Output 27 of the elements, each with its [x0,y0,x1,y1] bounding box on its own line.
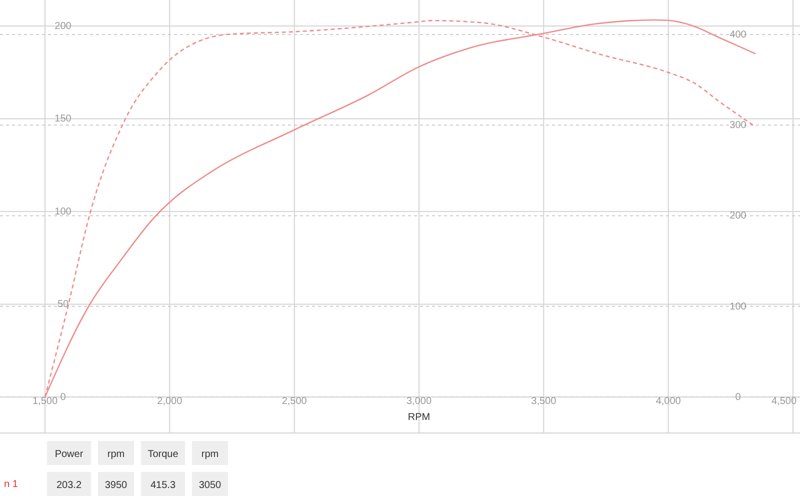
x-tick-label: 3,500 [531,396,557,407]
x-axis-title: RPM [408,412,430,423]
text: 3950 [104,480,128,491]
x-tick-label: 2,000 [157,396,183,407]
text: 203.2 [56,480,82,491]
text: Power [54,449,84,460]
y-tick-label: 0 [60,392,66,403]
x-tick-label: 1,500 [32,396,58,407]
y2-tick-label: 400 [730,29,747,40]
x-tick-label: 4,500 [771,396,797,407]
y2-tick-label: 0 [735,392,742,403]
text: 415.3 [150,480,176,491]
y2-tick-label: 200 [730,210,747,222]
text: 3050 [198,480,222,491]
y-tick-label: 50 [57,299,69,310]
text: rpm [201,449,219,460]
y-tick-label: 150 [54,114,72,125]
x-tick-label: 2,500 [282,396,308,407]
y-tick-label: 200 [54,20,72,32]
x-tick-label: 4,000 [656,396,682,407]
y-tick-label: 100 [54,206,72,218]
text: n 1 [4,479,18,490]
y2-tick-label: 100 [730,301,747,312]
y2-tick-label: 300 [730,120,747,132]
text: rpm [107,449,125,460]
x-tick-label: 3,000 [406,396,432,407]
text: Torque [148,449,179,460]
